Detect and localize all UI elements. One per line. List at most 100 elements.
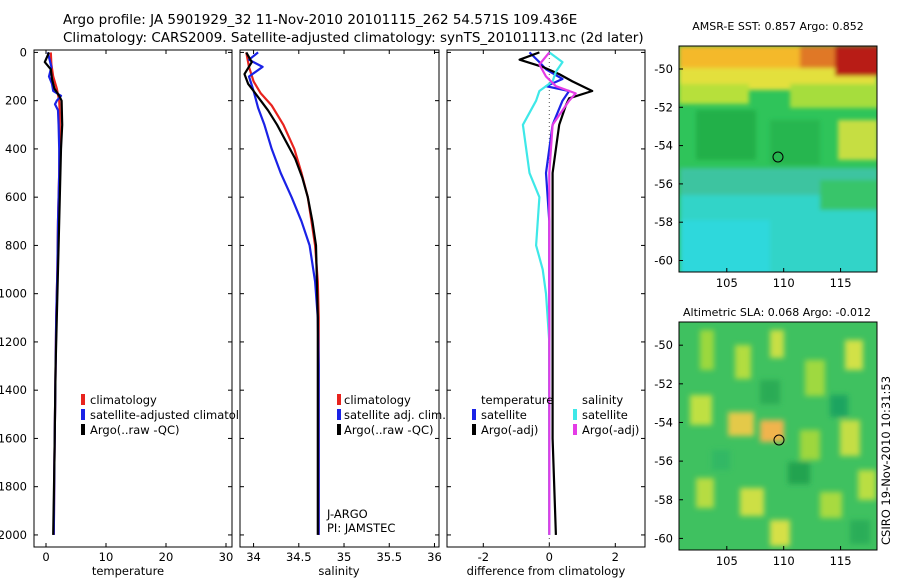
temperature-lines [43, 51, 64, 535]
map-y-tick-label: -52 [654, 377, 673, 391]
sla-map-title: Altimetric SLA: 0.068 Argo: -0.012 [683, 306, 871, 319]
timestamp-stamp: CSIRO 19-Nov-2010 10:31:53 [879, 376, 893, 545]
legend-label-argo: Argo(..raw -QC) [344, 423, 434, 437]
depth-tick-label: 200 [5, 94, 27, 108]
x-tick-label: 0 [42, 550, 49, 564]
legend-swatch-satellite [81, 409, 85, 420]
map-x-tick-label: 115 [830, 554, 852, 568]
series-line-argo-raw-qc- [43, 51, 64, 535]
sst-map-ticks: -50 -52 -54 -56 -58 -60 105 110 115 [654, 62, 851, 290]
difference-legend: temperature satellite Argo(-adj) salinit… [472, 393, 639, 437]
temperature-axes [33, 49, 233, 548]
salinity-axes [239, 49, 440, 548]
x-tick-label: 35.5 [376, 550, 402, 564]
figure-title-line2: Climatology: CARS2009. Satellite-adjuste… [63, 30, 644, 46]
temperature-legend: climatology satellite-adjusted climatolo… [81, 393, 253, 437]
sla-map-image [679, 322, 877, 550]
x-tick-label: 2 [612, 550, 619, 564]
map-y-tick-label: -50 [654, 338, 673, 352]
legend-swatch-climatology [81, 394, 85, 405]
legend-label-sal-argo: Argo(-adj) [582, 423, 639, 437]
sst-float-marker [772, 151, 784, 163]
sst-map-frame [678, 45, 878, 273]
legend-label-satellite: satellite adj. clim. [344, 408, 446, 422]
annotation-j-argo: J-ARGO [326, 507, 368, 521]
map-x-tick-label: 105 [716, 276, 738, 290]
difference-lines [518, 50, 594, 547]
map-y-tick-label: -54 [654, 139, 673, 153]
x-tick-label: 34 [246, 550, 261, 564]
map-y-tick-label: -56 [654, 454, 673, 468]
depth-tick-label: 800 [5, 238, 27, 252]
x-tick-label: 20 [159, 550, 174, 564]
map-x-tick-label: 110 [773, 276, 795, 290]
temperature-ticks: 0 10 20 30 [34, 50, 233, 564]
sst-map-title: AMSR-E SST: 0.857 Argo: 0.852 [692, 20, 864, 33]
map-y-tick-label: -58 [654, 215, 673, 229]
series-line-temperature-argo-adj- [518, 51, 594, 535]
sst-map-panel: AMSR-E SST: 0.857 Argo: 0.852 -50-52-5 [654, 20, 878, 290]
figure-title-line1: Argo profile: JA 5901929_32 11-Nov-2010 … [63, 12, 577, 28]
map-y-tick-label: -58 [654, 493, 673, 507]
x-tick-label: 36 [427, 550, 442, 564]
sla-map-ticks: -50 -52 -54 -56 -58 -60 105 110 115 [654, 338, 851, 568]
annotation-pi: PI: JAMSTEC [327, 521, 395, 535]
legend-swatch-argo [337, 424, 341, 435]
series-line-salinity-argo-adj- [538, 51, 577, 535]
legend-swatch-sal-argo [573, 424, 577, 435]
legend-swatch-satellite [337, 409, 341, 420]
depth-tick-label: 1600 [0, 431, 27, 445]
legend-swatch-argo [81, 424, 85, 435]
salinity-panel: 34 34.5 35 35.5 36 salinity climatology sate… [239, 49, 446, 578]
map-y-tick-label: -60 [654, 254, 673, 268]
sla-map-panel: Altimetric SLA: 0.068 Argo: -0.012 [654, 306, 878, 568]
legend-swatch-climatology [337, 394, 341, 405]
sla-float-marker [773, 434, 785, 446]
depth-axis: 0 200 400 600 800 1000 1200 1400 1600 1800 2000 [0, 45, 27, 542]
depth-tick-label: 1800 [0, 480, 27, 494]
map-x-tick-label: 110 [773, 554, 795, 568]
map-y-tick-label: -50 [654, 62, 673, 76]
map-x-tick-label: 105 [716, 554, 738, 568]
temperature-xlabel: temperature [92, 564, 164, 578]
salinity-xlabel: salinity [318, 564, 359, 578]
legend-header-temperature: temperature [481, 393, 553, 407]
x-tick-label: 30 [219, 550, 234, 564]
legend-swatch-temp-satellite [472, 409, 476, 420]
sst-map-image [679, 46, 877, 272]
x-tick-label: 0 [546, 550, 553, 564]
salinity-lines [243, 51, 320, 535]
legend-header-salinity: salinity [582, 393, 623, 407]
depth-tick-label: 1000 [0, 287, 27, 301]
map-x-tick-label: 115 [830, 276, 852, 290]
x-tick-label: 35 [337, 550, 352, 564]
depth-tick-label: 2000 [0, 528, 27, 542]
legend-label-temp-satellite: satellite [481, 408, 527, 422]
series-line-argo-raw-qc- [243, 51, 319, 535]
depth-tick-label: 1200 [0, 335, 27, 349]
depth-tick-label: 0 [20, 45, 27, 59]
sla-map-frame [678, 321, 878, 551]
x-tick-label: 34.5 [286, 550, 312, 564]
legend-label-temp-argo: Argo(-adj) [481, 423, 538, 437]
map-y-tick-label: -56 [654, 177, 673, 191]
map-y-tick-label: -52 [654, 100, 673, 114]
salinity-ticks: 34 34.5 35 35.5 36 [240, 50, 442, 564]
difference-panel: -2 0 2 difference from climatology tempera… [446, 49, 646, 578]
map-y-tick-label: -54 [654, 415, 673, 429]
depth-tick-label: 400 [5, 142, 27, 156]
depth-tick-label: 600 [5, 190, 27, 204]
difference-xlabel: difference from climatology [467, 564, 626, 578]
legend-label-climatology: climatology [90, 393, 157, 407]
legend-swatch-temp-argo [472, 424, 476, 435]
depth-tick-label: 1400 [0, 383, 27, 397]
legend-label-climatology: climatology [344, 393, 411, 407]
legend-label-argo: Argo(..raw -QC) [90, 423, 180, 437]
x-tick-label: -2 [478, 550, 489, 564]
x-tick-label: 10 [99, 550, 114, 564]
legend-label-sal-satellite: satellite [582, 408, 628, 422]
map-y-tick-label: -60 [654, 531, 673, 545]
salinity-legend: climatology satellite adj. clim. Argo(..… [337, 393, 446, 437]
legend-label-satellite: satellite-adjusted climatolog [90, 408, 253, 422]
